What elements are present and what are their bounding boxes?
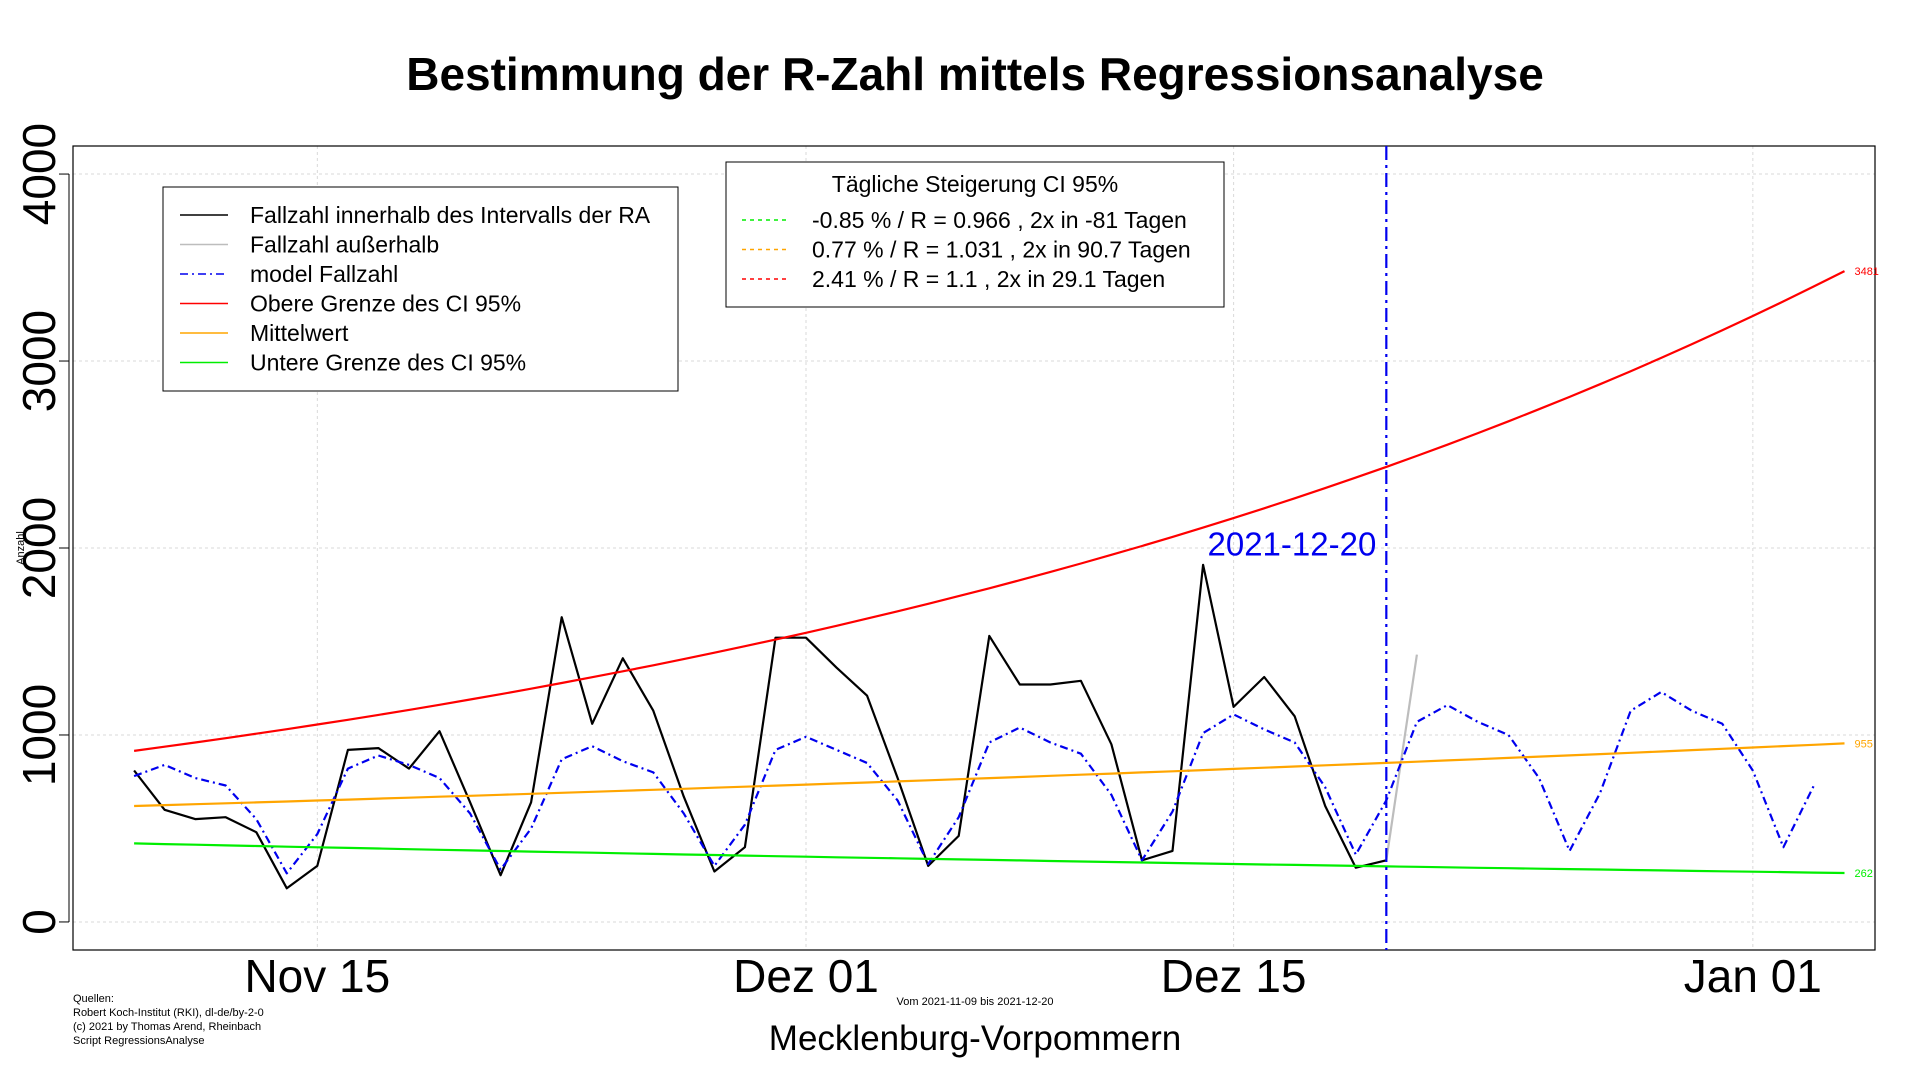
legend: Fallzahl innerhalb des Intervalls der RA…	[162, 186, 679, 392]
chart-title: Bestimmung der R-Zahl mittels Regression…	[406, 48, 1544, 100]
legend-label: Fallzahl innerhalb des Intervalls der RA	[250, 202, 651, 228]
cutoff-label: 2021-12-20	[1208, 525, 1377, 562]
legend-label: Obere Grenze des CI 95%	[250, 291, 521, 317]
legend-label: Untere Grenze des CI 95%	[250, 350, 526, 376]
growth-legend-label: 2.41 % / R = 1.1 , 2x in 29.1 Tagen	[812, 266, 1165, 292]
x-axis: Nov 15 Dez 01 Dez 15 Jan 01	[244, 950, 1821, 1002]
y-tick-label: 1000	[13, 684, 65, 786]
series-line-6	[134, 842, 1845, 875]
source-line: (c) 2021 by Thomas Arend, Rheinbach	[73, 1021, 261, 1033]
x-tick-label: Nov 15	[244, 950, 390, 1002]
end-label: 955	[1854, 738, 1872, 750]
series-layer	[133, 270, 1845, 890]
x-tick-label: Dez 01	[733, 950, 879, 1002]
x-tick-label: Dez 15	[1161, 950, 1307, 1002]
plot-frame	[72, 145, 1876, 951]
end-labels: 3481 955 262	[1854, 266, 1878, 880]
legend-label: Fallzahl außerhalb	[250, 232, 439, 258]
series-line-5	[134, 742, 1845, 808]
y-tick-label: 0	[13, 909, 65, 935]
date-range-note: Vom 2021-11-09 bis 2021-12-20	[897, 996, 1054, 1008]
growth-legend-label: -0.85 % / R = 0.966 , 2x in -81 Tagen	[812, 207, 1187, 233]
series-line-2	[1385, 654, 1418, 861]
series-line-4	[133, 270, 1845, 752]
x-tick-label: Jan 01	[1684, 950, 1822, 1002]
series-line-3	[133, 690, 1815, 875]
growth-legend-box	[725, 161, 1225, 308]
end-label: 262	[1854, 868, 1872, 880]
source-line: Robert Koch-Institut (RKI), dl-de/by-2-0	[73, 1007, 264, 1019]
source-line: Quellen:	[73, 993, 114, 1005]
y-tick-label: 2000	[13, 497, 65, 599]
growth-legend: Tägliche Steigerung CI 95% -0.85 % / R =…	[725, 161, 1225, 308]
growth-legend-title: Tägliche Steigerung CI 95%	[832, 171, 1118, 197]
end-label: 3481	[1854, 266, 1878, 278]
legend-label: model Fallzahl	[250, 261, 398, 287]
y-axis-label: Anzahl	[15, 531, 27, 565]
y-tick-label: 3000	[13, 310, 65, 412]
legend-box	[162, 186, 679, 392]
y-axis: 0 1000 2000 3000 4000	[13, 123, 70, 935]
cutoff-marker: 2021-12-20	[1208, 146, 1388, 950]
region-label: Mecklenburg-Vorpommern	[769, 1019, 1181, 1058]
sources-note: Quellen: Robert Koch-Institut (RKI), dl-d…	[73, 993, 264, 1047]
y-tick-label: 4000	[13, 123, 65, 225]
source-line: Script RegressionsAnalyse	[73, 1035, 204, 1047]
series-line-1	[133, 563, 1387, 890]
growth-legend-label: 0.77 % / R = 1.031 , 2x in 90.7 Tagen	[812, 237, 1191, 263]
legend-label: Mittelwert	[250, 320, 349, 346]
